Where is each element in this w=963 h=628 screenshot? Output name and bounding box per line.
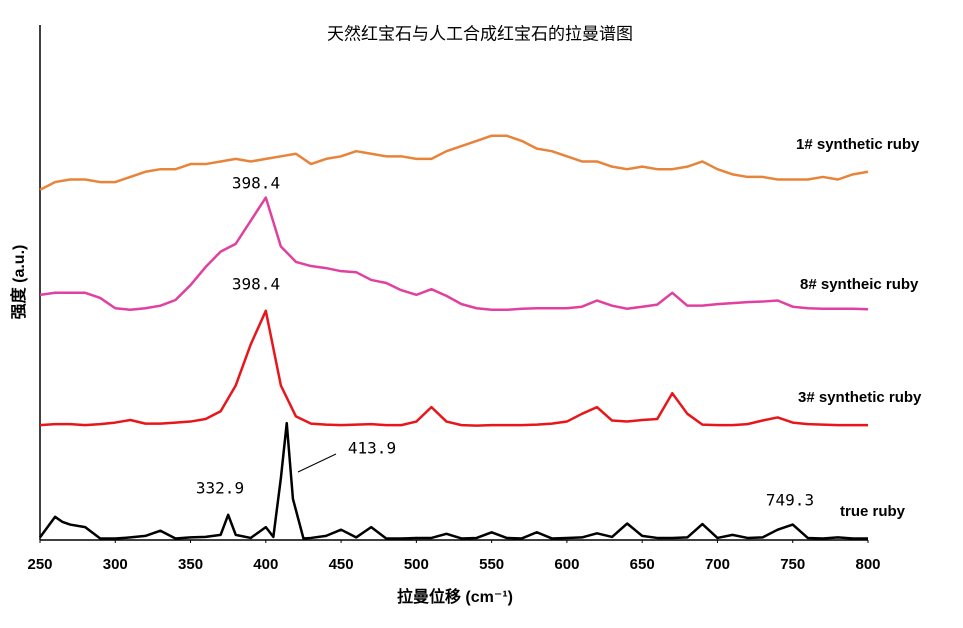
series-label: 3# synthetic ruby (798, 389, 922, 406)
annotation: 398.4 (232, 275, 280, 294)
series-label: true ruby (840, 503, 906, 520)
leader-line (297, 453, 337, 473)
x-tick-label: 600 (554, 556, 579, 573)
x-tick-label: 450 (329, 556, 354, 573)
x-tick-label: 650 (630, 556, 655, 573)
x-axis-label: 拉曼位移 (cm⁻¹) (397, 587, 513, 606)
annotation: 398.4 (232, 174, 280, 193)
x-tick-label: 500 (404, 556, 429, 573)
x-tick-label: 750 (780, 556, 805, 573)
series-label: 8# syntheic ruby (800, 276, 919, 293)
annotation: 749.3 (766, 491, 814, 510)
annotation: 332.9 (196, 479, 244, 498)
x-tick-label: 400 (253, 556, 278, 573)
annotation: 413.9 (348, 439, 396, 458)
x-tick-label: 300 (103, 556, 128, 573)
x-tick-label: 700 (705, 556, 730, 573)
x-tick-label: 350 (178, 556, 203, 573)
series-line (39, 196, 869, 312)
chart-title: 天然红宝石与人工合成红宝石的拉曼谱图 (327, 25, 633, 45)
series-label: 1# synthetic ruby (796, 136, 920, 153)
x-tick-label: 800 (855, 556, 880, 573)
series-line (39, 309, 868, 427)
x-tick-label: 550 (479, 556, 504, 573)
y-axis-label: 强度 (a.u.) (9, 245, 28, 320)
series-line (39, 134, 869, 191)
x-tick-label: 250 (27, 556, 52, 573)
series-line (38, 421, 868, 540)
